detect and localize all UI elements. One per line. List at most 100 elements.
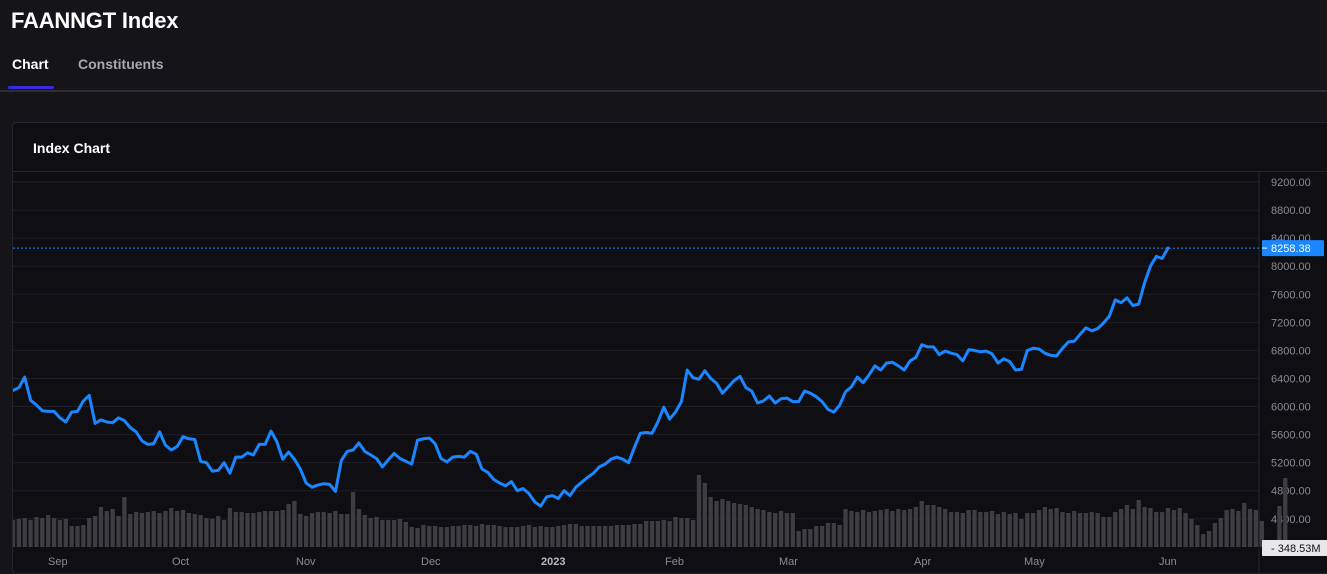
- volume-bar: [151, 511, 156, 547]
- volume-bar: [902, 510, 907, 547]
- volume-bar: [655, 521, 661, 547]
- volume-bar: [960, 513, 965, 547]
- volume-bar: [98, 507, 104, 547]
- volume-bar: [579, 526, 584, 547]
- volume-bar: [837, 525, 842, 547]
- x-tick-label: Oct: [172, 556, 189, 568]
- volume-bar: [743, 505, 749, 547]
- y-tick-label: 5200.00: [1271, 458, 1311, 470]
- y-tick-label: 8800.00: [1271, 205, 1311, 217]
- volume-bar: [1236, 511, 1241, 547]
- y-tick-label: 5600.00: [1271, 430, 1311, 442]
- volume-bar: [1206, 531, 1212, 547]
- volume-bar: [819, 526, 825, 547]
- volume-bar: [204, 518, 209, 547]
- volume-bar: [1259, 521, 1264, 547]
- volume-bar: [573, 524, 578, 547]
- volume-label: - 348.53M: [1271, 543, 1321, 555]
- volume-bar: [262, 511, 268, 547]
- volume-bar: [890, 511, 895, 547]
- x-tick-label: 2023: [541, 556, 565, 568]
- volume-bar: [497, 526, 502, 547]
- volume-bar: [92, 516, 98, 547]
- volume-bar: [884, 509, 889, 547]
- volume-bar: [679, 518, 684, 547]
- volume-bar: [339, 514, 344, 547]
- y-tick-label: 4400.00: [1271, 514, 1311, 526]
- volume-bar: [567, 524, 573, 547]
- tab-chart[interactable]: Chart: [12, 56, 49, 72]
- volume-bar: [444, 527, 450, 547]
- y-tick-label: 4800.00: [1271, 486, 1311, 498]
- volume-bar: [796, 531, 801, 547]
- volume-bar: [403, 522, 408, 547]
- volume-bar: [1042, 507, 1048, 547]
- volume-bar: [1171, 510, 1177, 547]
- y-tick-label: 6400.00: [1271, 373, 1311, 385]
- index-chart[interactable]: 9200.008800.008400.008000.007600.007200.…: [13, 123, 1327, 573]
- volume-bar: [268, 511, 274, 547]
- volume-bar: [1218, 518, 1223, 547]
- volume-bar: [814, 526, 819, 547]
- volume-bar: [1130, 509, 1135, 547]
- volume-bar: [714, 501, 719, 547]
- volume-bar: [251, 513, 256, 547]
- volume-bar: [1095, 513, 1100, 547]
- volume-bar: [87, 518, 92, 547]
- volume-bar: [386, 520, 391, 547]
- volume-bar: [843, 509, 848, 547]
- x-tick-label: Jun: [1159, 556, 1177, 568]
- volume-bar: [491, 525, 496, 547]
- volume-bar: [345, 514, 350, 547]
- volume-bar: [1031, 513, 1036, 547]
- volume-bar: [784, 513, 790, 547]
- volume-bar: [632, 524, 637, 547]
- volume-bar: [409, 527, 414, 547]
- volume-bar: [57, 520, 63, 547]
- volume-bar: [1159, 512, 1165, 547]
- volume-bar: [1001, 512, 1006, 547]
- tab-constituents[interactable]: Constituents: [78, 56, 164, 72]
- volume-bar: [726, 501, 731, 547]
- volume-bar: [1277, 506, 1282, 547]
- volume-bar: [984, 512, 989, 547]
- volume-bar: [966, 510, 971, 547]
- volume-bar: [1165, 508, 1171, 547]
- volume-bar: [685, 518, 690, 547]
- volume-bar: [133, 512, 139, 547]
- volume-bar: [198, 515, 203, 547]
- volume-bar: [40, 518, 45, 547]
- volume-bar: [1177, 508, 1182, 547]
- volume-bar: [544, 527, 549, 547]
- volume-bar: [1101, 517, 1106, 547]
- volume-bar: [591, 526, 596, 547]
- volume-bar: [989, 511, 995, 547]
- volume-bar: [239, 512, 244, 547]
- volume-bar: [46, 515, 51, 547]
- volume-bar: [333, 511, 338, 547]
- volume-bar: [620, 525, 625, 547]
- volume-bar: [1242, 503, 1247, 547]
- volume-bar: [485, 525, 491, 547]
- volume-bar: [954, 512, 960, 547]
- volume-bar: [696, 475, 702, 547]
- volume-bar: [421, 525, 426, 547]
- volume-bar: [907, 509, 913, 547]
- volume-bar: [749, 507, 754, 547]
- volume-bar: [280, 510, 285, 547]
- volume-bar: [1013, 513, 1018, 547]
- volume-bar: [1142, 507, 1147, 547]
- y-tick-label: 6800.00: [1271, 345, 1311, 357]
- volume-bar: [855, 512, 860, 547]
- volume-bar: [63, 519, 68, 547]
- volume-bar: [896, 509, 901, 547]
- volume-bar: [104, 511, 109, 547]
- volume-bar: [1072, 511, 1077, 547]
- volume-bar: [1212, 523, 1218, 547]
- x-tick-label: May: [1024, 556, 1045, 568]
- volume-bar: [128, 514, 133, 547]
- volume-bar: [948, 512, 954, 547]
- volume-bar: [1060, 512, 1065, 547]
- volume-bar: [13, 520, 16, 547]
- volume-bar: [1247, 509, 1253, 547]
